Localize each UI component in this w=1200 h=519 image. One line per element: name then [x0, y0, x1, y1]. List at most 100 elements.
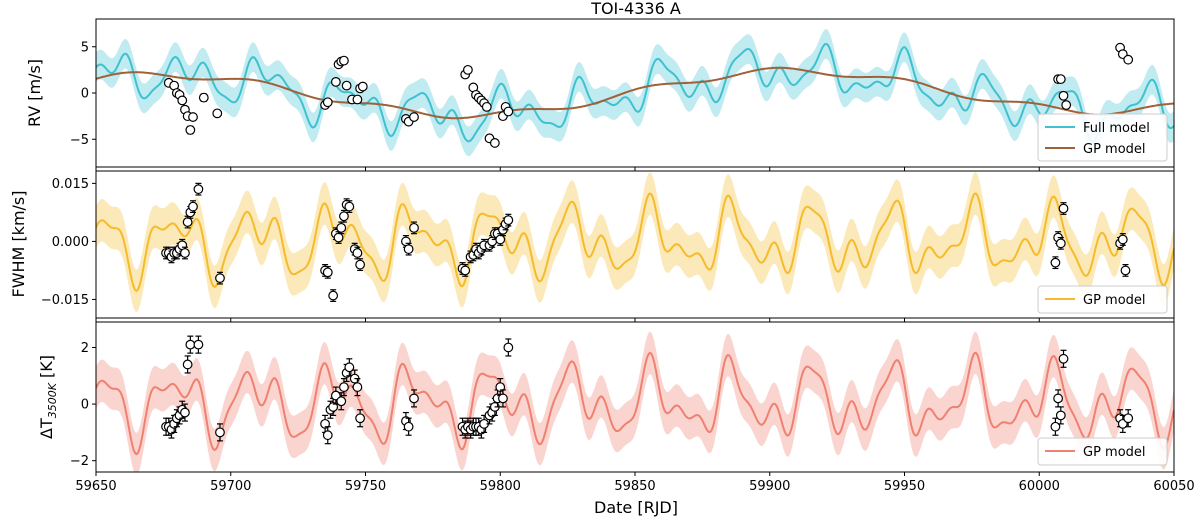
observation-point — [336, 221, 347, 235]
observation-point — [215, 271, 225, 285]
temperature-legend: GP model — [1037, 437, 1168, 466]
chart-title: TOI-4336 A — [590, 0, 681, 18]
observation-point — [1058, 202, 1069, 215]
observation-point — [503, 338, 514, 357]
observation-point — [463, 64, 473, 75]
observation-point — [328, 397, 339, 416]
observation-point — [322, 97, 333, 108]
observation-point — [193, 182, 204, 196]
observation-point — [212, 108, 223, 119]
y-tick-label: −0.015 — [41, 293, 89, 308]
observation-point — [1058, 90, 1069, 101]
observation-point — [1123, 409, 1134, 428]
observation-point — [177, 95, 188, 106]
observation-point — [1055, 406, 1066, 425]
x-tick-label: 59850 — [614, 479, 655, 494]
observation-point — [1050, 417, 1061, 436]
observation-point — [182, 355, 193, 374]
legend-fwhm-label: GP model — [1083, 293, 1146, 308]
observation-point — [355, 409, 366, 428]
rv-legend-box — [1037, 113, 1168, 162]
y-tick-label: 0.000 — [52, 235, 89, 250]
observation-point — [180, 403, 190, 422]
observation-point — [215, 423, 225, 442]
temperature-observations — [161, 335, 1134, 445]
full-model-uncertainty-band — [96, 29, 1174, 157]
rv-axes-frame — [95, 18, 1175, 168]
y-tick-label: 5 — [81, 40, 89, 55]
x-tick-label: 59900 — [749, 479, 790, 494]
y-tick-label: 2 — [81, 341, 89, 356]
x-axis-label: Date [RJD] — [594, 498, 678, 517]
observation-point — [328, 289, 339, 302]
observation-point — [1055, 236, 1066, 250]
y-tick-label: 0 — [81, 398, 89, 413]
full-model-line — [96, 42, 1174, 143]
observation-point — [1061, 100, 1072, 110]
observation-point — [188, 112, 198, 122]
legend-temperature-label: GP model — [1083, 445, 1146, 460]
observation-point — [460, 264, 471, 277]
fwhm-observations — [161, 182, 1131, 302]
observation-point — [339, 209, 349, 223]
fwhm-legend-box — [1037, 285, 1168, 314]
observation-point — [185, 335, 196, 354]
temperature-ylabel: ΔT3500K [K] — [37, 355, 59, 439]
observation-point — [185, 125, 196, 135]
observation-point — [352, 378, 363, 397]
fwhm-panel: −0.015 0.000 0.015 FWHM [km/s] GP model — [9, 170, 1175, 322]
observation-point — [352, 94, 363, 105]
observation-point — [468, 82, 479, 93]
observation-point — [322, 426, 333, 445]
observation-point — [1120, 264, 1131, 277]
fwhm-uncertainty-band — [96, 172, 1174, 313]
observation-point — [481, 101, 492, 112]
observation-point — [1055, 74, 1066, 85]
temperature-gp-model-line — [96, 351, 1174, 456]
observation-point — [341, 80, 352, 91]
temperature-ticks: 59650 59700 59750 59800 59850 59900 59950 60000… — [70, 341, 1195, 494]
observation-point — [489, 138, 500, 148]
temperature-panel: 59650 59700 59750 59800 59850 59900 59950 60000… — [37, 321, 1195, 517]
legend-gp-label: GP model — [1083, 142, 1146, 157]
observation-point — [503, 213, 514, 227]
fwhm-gp-model-line — [96, 192, 1174, 293]
observation-point — [320, 414, 330, 433]
x-tick-label: 59800 — [480, 479, 521, 494]
fwhm-ticks: −0.015 0.000 0.015 — [41, 177, 1175, 322]
temperature-uncertainty-band — [96, 331, 1174, 472]
observation-point — [193, 335, 204, 354]
rv-ylabel: RV [m/s] — [25, 59, 44, 127]
x-tick-label: 59750 — [345, 479, 386, 494]
observation-point — [403, 242, 414, 256]
fwhm-ylabel: FWHM [km/s] — [9, 190, 28, 297]
rv-legend: Full model GP model — [1037, 113, 1168, 162]
observation-point — [180, 246, 190, 260]
x-tick-label: 60050 — [1153, 479, 1194, 494]
observation-point — [403, 417, 414, 436]
observation-point — [503, 106, 514, 117]
observation-point — [198, 92, 209, 103]
rv-observations — [163, 42, 1134, 148]
observation-point — [188, 200, 198, 213]
rv-ticks: −5 0 5 — [70, 40, 1175, 171]
x-tick-label: 60000 — [1019, 479, 1060, 494]
observation-point — [409, 221, 419, 235]
observation-point — [330, 76, 341, 87]
legend-full-label: Full model — [1083, 121, 1150, 136]
y-tick-label: 0.015 — [52, 177, 89, 192]
observation-point — [322, 265, 333, 279]
observation-point — [1117, 233, 1128, 246]
fwhm-legend: GP model — [1037, 285, 1168, 314]
observation-point — [479, 414, 489, 433]
y-tick-label: 0 — [81, 87, 89, 102]
observation-point — [1058, 349, 1069, 368]
x-tick-label: 59950 — [884, 479, 925, 494]
gp-model-line — [96, 66, 1174, 120]
observation-point — [339, 55, 349, 66]
observation-point — [1050, 256, 1061, 270]
observation-point — [409, 112, 419, 122]
x-tick-label: 59700 — [210, 479, 251, 494]
observation-point — [357, 81, 368, 92]
